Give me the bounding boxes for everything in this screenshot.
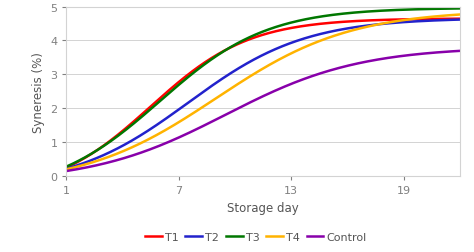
- Legend: T1, T2, T3, T4, Control: T1, T2, T3, T4, Control: [140, 228, 372, 246]
- X-axis label: Storage day: Storage day: [227, 201, 299, 214]
- Y-axis label: Syneresis (%): Syneresis (%): [32, 52, 45, 132]
